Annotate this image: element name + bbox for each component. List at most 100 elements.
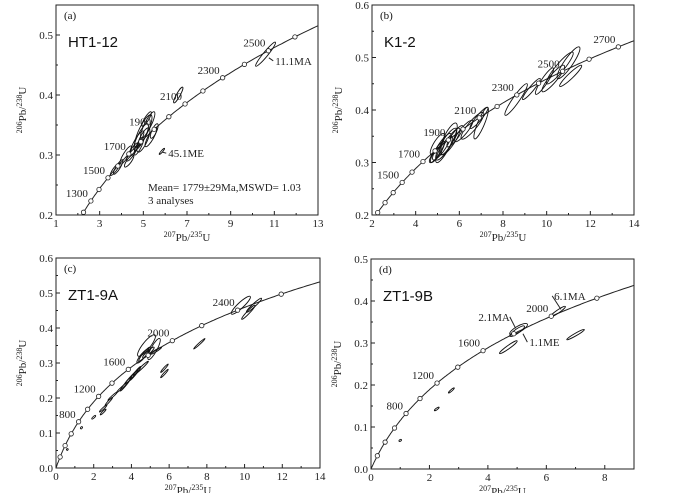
age-label: 1700	[104, 141, 127, 153]
x-axis-label-sup2: 235	[506, 230, 518, 239]
age-label: 1600	[458, 338, 481, 350]
concordia-curve	[371, 284, 634, 469]
age-marker	[151, 126, 157, 132]
age-label: 1900	[423, 127, 446, 139]
annotation-leader	[551, 295, 562, 310]
error-ellipse	[91, 414, 97, 420]
panel-a: 1 3 5 7 9 11 130.20.30.40.5207Pb/235U206Pb/238…	[15, 4, 324, 244]
y-tick-label: 0.4	[39, 323, 53, 335]
age-marker	[420, 158, 426, 165]
y-tick-label: 0.2	[354, 380, 368, 392]
x-tick-label: 4	[413, 218, 419, 230]
y-tick-label: 0.3	[354, 338, 368, 350]
age-marker	[494, 103, 500, 110]
y-tick-label: 0.5	[354, 254, 368, 266]
age-label: 1200	[74, 383, 97, 395]
age-marker	[126, 151, 132, 157]
y-axis-label: 206Pb/238U	[15, 87, 30, 134]
error-ellipse	[559, 64, 583, 87]
age-label: 2400	[213, 297, 236, 309]
annotation-label: 45.1ME	[168, 148, 204, 160]
age-marker	[105, 175, 111, 181]
age-marker	[76, 419, 82, 425]
x-tick-label: 9	[228, 218, 234, 230]
y-axis-label-base1: Pb/	[17, 359, 29, 375]
age-label: 1600	[103, 356, 126, 368]
x-tick-label: 10	[541, 218, 553, 230]
y-axis-label: 206Pb/238U	[330, 341, 345, 388]
y-tick-label: 0.3	[39, 358, 53, 370]
x-tick-label: 6	[544, 472, 550, 484]
error-ellipse	[541, 64, 565, 93]
x-axis-label-base2: U	[518, 486, 526, 493]
y-tick-label: 0.2	[355, 210, 369, 222]
age-marker	[199, 323, 205, 329]
age-label: 800	[59, 409, 76, 421]
error-ellipse	[160, 363, 169, 373]
x-axis-label-sup1: 207	[165, 483, 177, 492]
x-tick-label: 12	[585, 218, 596, 230]
age-label: 2100	[160, 91, 183, 103]
error-ellipse	[433, 406, 440, 412]
age-marker	[292, 34, 298, 40]
panel-label: (d)	[379, 264, 392, 276]
age-marker	[80, 209, 87, 215]
error-ellipse	[398, 438, 402, 442]
age-marker	[594, 295, 600, 301]
x-axis-label: 207Pb/235U	[479, 484, 526, 493]
age-label: 2100	[454, 105, 477, 117]
age-label: 2500	[243, 38, 266, 50]
error-ellipse	[439, 122, 458, 156]
age-marker	[548, 313, 554, 319]
panel-label: (b)	[380, 10, 393, 22]
age-marker	[57, 454, 63, 460]
panel-label: (c)	[64, 263, 77, 275]
error-ellipse	[99, 408, 107, 416]
age-label: 2000	[147, 328, 170, 340]
y-tick-label: 0.3	[355, 158, 369, 170]
age-marker	[115, 163, 121, 169]
age-marker	[278, 291, 284, 297]
y-axis-label-sup1: 206	[330, 375, 339, 387]
age-marker	[62, 442, 68, 449]
x-tick-label: 7	[184, 218, 190, 230]
y-tick-label: 0.5	[355, 53, 369, 65]
x-tick-label: 0	[53, 471, 59, 483]
y-tick-label: 0.1	[354, 422, 368, 434]
y-axis-label-sup2: 238	[15, 95, 24, 107]
age-marker	[241, 61, 248, 67]
age-marker	[455, 364, 461, 370]
error-ellipse	[509, 325, 525, 338]
age-label: 2300	[198, 65, 221, 77]
y-axis-label-base2: U	[333, 87, 345, 95]
x-tick-label: 14	[629, 218, 641, 230]
age-marker	[182, 101, 188, 107]
error-ellipse	[119, 376, 132, 392]
x-tick-label: 11	[269, 218, 280, 230]
error-ellipse	[160, 368, 169, 379]
age-marker	[68, 431, 74, 437]
age-marker	[138, 139, 144, 145]
y-axis-label-base2: U	[332, 341, 344, 349]
error-ellipse	[80, 426, 83, 430]
y-tick-label: 0.6	[355, 0, 369, 12]
x-axis-label-base1: Pb/	[491, 486, 507, 493]
age-label: 1300	[66, 188, 89, 200]
age-marker	[145, 352, 151, 358]
error-ellipse	[556, 46, 581, 80]
x-axis-label-base1: Pb/	[492, 232, 508, 244]
y-tick-label: 0.4	[354, 296, 368, 308]
age-marker	[445, 137, 451, 143]
x-tick-label: 0	[368, 472, 374, 484]
error-ellipse	[141, 111, 152, 127]
age-marker	[375, 209, 381, 215]
x-tick-label: 4	[129, 471, 135, 483]
y-tick-label: 0.4	[355, 105, 369, 117]
error-ellipse	[447, 387, 455, 394]
age-marker	[200, 88, 206, 94]
age-label: 2000	[526, 303, 549, 315]
y-axis-label-base1: Pb/	[332, 360, 344, 376]
age-marker	[514, 92, 520, 98]
statistics-note: Mean= 1779±29Ma,MSWD= 1.03	[148, 182, 301, 194]
statistics-note: 3 analyses	[148, 195, 194, 207]
